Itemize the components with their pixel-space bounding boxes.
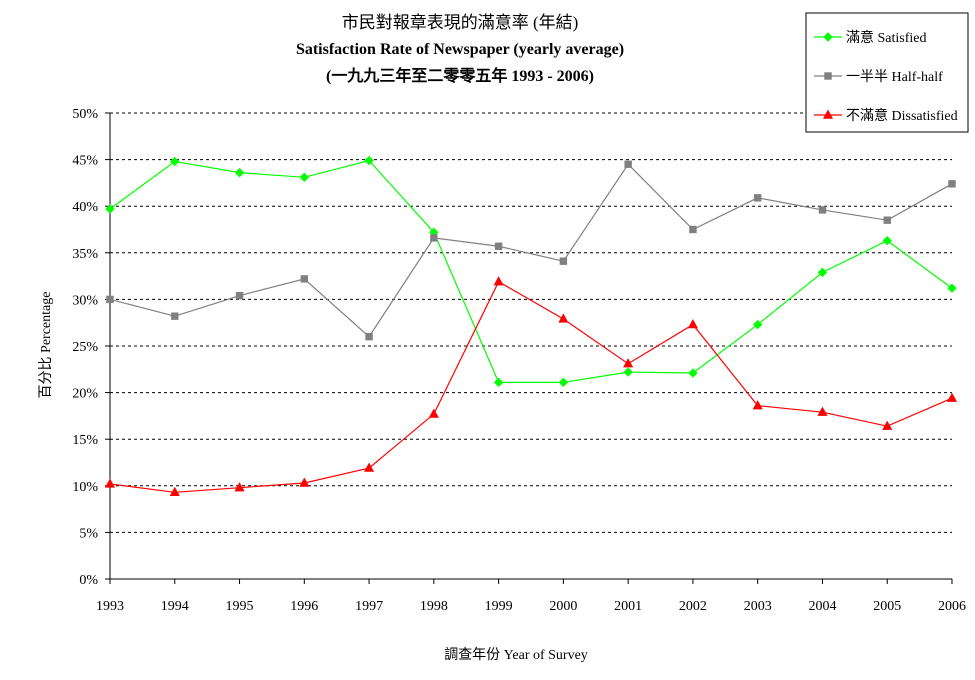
series-2-point	[882, 420, 893, 430]
series-2-point	[234, 482, 245, 492]
series-1-point	[753, 194, 762, 202]
series-1-point	[559, 257, 568, 265]
series-0-point	[688, 368, 698, 378]
y-tick-label: 15%	[72, 433, 98, 448]
series-2-point	[428, 408, 439, 418]
x-axis-title: 調查年份 Year of Survey	[444, 647, 588, 663]
series-2-point	[752, 400, 763, 410]
series-line-1	[109, 163, 953, 338]
legend-swatch-marker	[822, 109, 834, 119]
series-group	[104, 155, 958, 497]
y-tick-label: 30%	[72, 293, 98, 308]
series-0-point	[234, 167, 245, 178]
y-tick-label: 5%	[79, 526, 98, 541]
y-axis-title: 百分比 Percentage	[38, 292, 54, 399]
series-2-point	[558, 313, 569, 323]
x-axis: 1993 1994 1995 1996 1997 1998 1999 2000 2001 2002…	[96, 578, 966, 614]
series-2-point	[104, 478, 116, 488]
legend-swatch-marker	[824, 72, 832, 80]
legend-entry: 滿意 Satisfied	[846, 29, 927, 46]
series-2-point	[299, 477, 310, 487]
series-1-point	[106, 295, 114, 304]
x-tick-label: 1993	[96, 599, 124, 614]
series-0-point	[817, 267, 828, 278]
x-tick-label: 1994	[161, 599, 189, 614]
series-line-0	[109, 159, 953, 383]
y-axis: 0% 5% 10% 15% 20% 25% 30% 35% 40% 45% 50%	[72, 107, 111, 588]
series-0-point	[105, 204, 115, 214]
series-0-point	[752, 319, 763, 330]
series-2-point	[946, 392, 958, 402]
series-1-point	[430, 234, 438, 242]
plot-area	[110, 112, 952, 533]
y-tick-label: 0%	[79, 573, 98, 588]
series-1-point	[171, 312, 179, 320]
x-tick-label: 1998	[420, 599, 448, 614]
y-tick-label: 25%	[72, 340, 98, 355]
series-1-point	[624, 160, 632, 168]
x-tick-label: 1997	[355, 599, 383, 614]
series-2-point	[687, 319, 698, 329]
series-1-point	[494, 242, 503, 250]
x-tick-label: 1995	[226, 599, 254, 614]
y-tick-label: 35%	[72, 247, 98, 262]
x-tick-label: 2004	[808, 599, 836, 614]
y-tick-label: 40%	[72, 200, 98, 215]
x-tick-label: 1999	[485, 599, 513, 614]
legend-box	[805, 12, 969, 133]
series-0-point	[947, 283, 957, 293]
series-0-point	[623, 367, 633, 377]
x-tick-label: 2003	[744, 599, 772, 614]
series-0-point	[882, 235, 892, 246]
series-2-point	[493, 276, 504, 286]
y-tick-label: 10%	[72, 480, 98, 495]
series-1-point	[948, 180, 956, 188]
series-2-point	[364, 462, 375, 472]
x-tick-label: 2006	[938, 599, 966, 614]
series-1-point	[365, 332, 373, 341]
series-0-point	[299, 172, 310, 183]
legend-entry: 不滿意 Dissatisfied	[846, 107, 958, 124]
series-1-point	[300, 275, 309, 283]
legend-swatch-marker	[823, 32, 833, 42]
series-2-point	[817, 406, 828, 416]
series-0-point	[170, 156, 180, 167]
x-tick-label: 2005	[873, 599, 901, 614]
series-2-point	[169, 486, 180, 497]
series-1-point	[689, 225, 697, 234]
chart-title: 市民對報章表現的滿意率 (年結)	[342, 13, 579, 32]
series-1-point	[818, 206, 827, 214]
chart-subtitle-years: (一九九三年至二零零五年 1993 - 2006)	[326, 66, 594, 85]
series-line-2	[109, 280, 953, 493]
x-tick-label: 1996	[290, 599, 318, 614]
y-tick-label: 20%	[72, 387, 98, 402]
series-2-point	[623, 358, 634, 368]
legend: 滿意 Satisfied 一半半 Half-half 不滿意 Dissatisfie…	[805, 12, 969, 133]
x-tick-label: 2001	[614, 599, 642, 614]
series-0-point	[558, 377, 569, 388]
series-0-point	[493, 377, 504, 388]
x-tick-label: 2002	[679, 599, 707, 614]
y-tick-label: 50%	[72, 107, 98, 122]
series-1-point	[235, 291, 244, 300]
series-1-point	[883, 216, 891, 224]
legend-entry: 一半半 Half-half	[846, 69, 943, 85]
y-tick-label: 45%	[72, 154, 98, 169]
x-tick-label: 2000	[549, 599, 577, 614]
series-0-point	[364, 155, 374, 166]
chart-subtitle: Satisfaction Rate of Newspaper (yearly a…	[296, 41, 624, 58]
